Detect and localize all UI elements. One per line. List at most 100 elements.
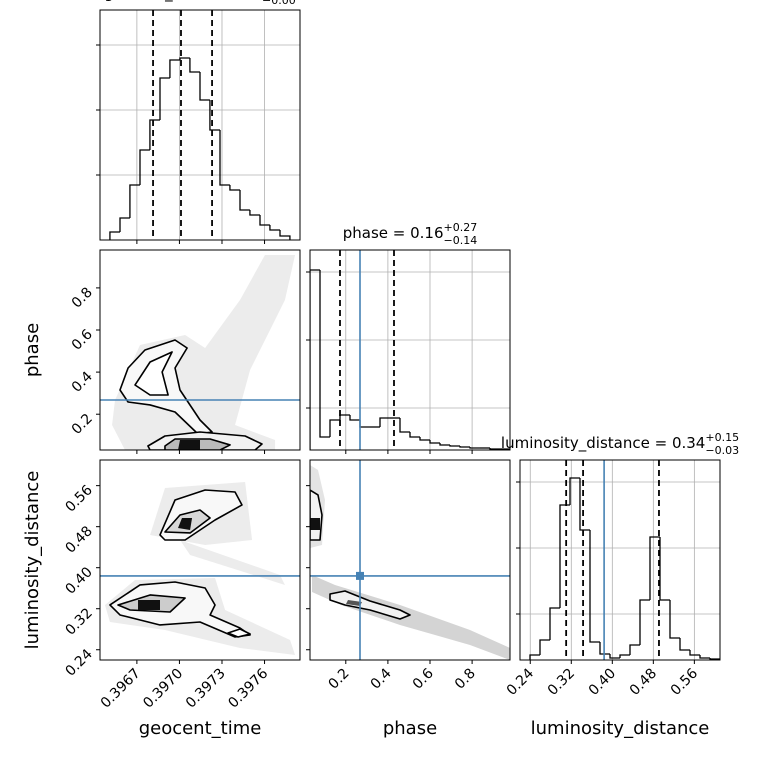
plot-area xyxy=(310,460,510,660)
title-main: luminosity_distance = 0.34 xyxy=(501,434,705,453)
panel: 0.24 0.32 0.40 0.48 0.56 luminosity_distance l… xyxy=(501,431,739,739)
y-tick-label: 0.4 xyxy=(69,369,96,396)
x-tick-label: 0.6 xyxy=(410,665,437,692)
x-axis-label: geocent_time xyxy=(139,718,262,739)
contour xyxy=(180,540,285,585)
contour xyxy=(346,600,362,606)
histogram-step xyxy=(199,72,210,101)
contour xyxy=(138,600,160,610)
panel-title: phase = 0.16+0.27 −0.14 xyxy=(343,221,478,247)
title-lower: −0.00 xyxy=(262,0,296,7)
x-tick-label: 0.48 xyxy=(627,666,660,699)
histogram-step xyxy=(189,58,200,73)
histogram-step xyxy=(500,448,510,450)
title-lower: −0.03 xyxy=(705,444,739,457)
histogram-step xyxy=(549,607,560,640)
histogram-step xyxy=(489,448,500,450)
plot-area xyxy=(100,482,300,655)
y-tick-label: 0.6 xyxy=(69,326,96,353)
histogram-step xyxy=(139,149,150,185)
panel-frame xyxy=(519,459,721,661)
x-tick-label: 0.3967 xyxy=(98,666,144,712)
histogram-step xyxy=(699,655,710,659)
histogram-step xyxy=(659,537,670,601)
title-main: geocent_time = 0.40 xyxy=(104,0,262,3)
contour xyxy=(310,518,320,530)
histogram-step xyxy=(219,130,230,186)
histogram-step xyxy=(209,100,220,131)
histogram-step xyxy=(349,415,360,421)
histogram-step xyxy=(409,432,420,438)
contour xyxy=(227,628,251,638)
histogram-step xyxy=(609,654,620,659)
truth-marker xyxy=(356,571,364,580)
contour xyxy=(178,518,193,530)
histogram-step xyxy=(669,600,680,639)
panel: geocent_time = 0.40+0.00−0.00 xyxy=(96,0,301,244)
panel-frame xyxy=(309,249,511,451)
x-axis-label: luminosity_distance xyxy=(531,718,710,739)
histogram-step xyxy=(599,642,610,655)
panel: phase = 0.16+0.27 −0.14 xyxy=(306,221,511,454)
x-axis-label: phase xyxy=(383,718,437,739)
histogram-step xyxy=(359,420,370,428)
histogram-step xyxy=(539,639,550,655)
histogram-step xyxy=(589,530,600,643)
title-upper: +0.27 xyxy=(444,221,478,234)
panel-frame xyxy=(99,459,301,661)
histogram-step xyxy=(310,269,320,450)
plot-area xyxy=(100,254,300,450)
title-lower: −0.14 xyxy=(444,234,478,247)
histogram-step xyxy=(259,215,270,226)
panel: 0.2 0.4 0.6 0.8 phase xyxy=(306,459,511,739)
histogram-step xyxy=(269,225,280,231)
contour xyxy=(312,574,510,660)
x-tick-label: 0.4 xyxy=(368,665,395,692)
histogram-step xyxy=(339,414,350,420)
x-tick-label: 0.32 xyxy=(545,666,578,699)
panel-title: luminosity_distance = 0.34+0.15 −0.03 xyxy=(501,431,739,457)
histogram-step xyxy=(569,477,580,505)
histogram-step xyxy=(649,536,660,600)
histogram-step xyxy=(319,270,330,438)
histogram-step xyxy=(459,446,470,448)
y-tick-label: 0.32 xyxy=(62,605,95,638)
histogram-step xyxy=(109,231,120,240)
contour xyxy=(112,254,296,450)
histogram-step xyxy=(399,418,410,433)
y-tick-label: 0.48 xyxy=(62,523,95,556)
panel-frame xyxy=(99,9,301,241)
histogram-step xyxy=(129,184,140,218)
histogram-step xyxy=(169,59,180,78)
y-axis-label: phase xyxy=(22,323,43,377)
y-tick-label: 0.40 xyxy=(62,564,95,597)
histogram-step xyxy=(679,638,690,651)
histogram-step xyxy=(579,478,590,531)
panel-frame xyxy=(309,459,511,661)
histogram-step xyxy=(689,650,700,656)
x-tick-label: 0.24 xyxy=(504,665,537,698)
x-tick-label: 0.3970 xyxy=(140,666,186,712)
x-tick-label: 0.8 xyxy=(452,666,479,693)
x-tick-label: 0.2 xyxy=(326,666,353,693)
histogram-step xyxy=(279,230,291,240)
plot-area xyxy=(100,10,300,240)
y-axis-label: luminosity_distance xyxy=(22,471,43,650)
histogram-step xyxy=(249,210,260,216)
x-tick-label: 0.3976 xyxy=(225,665,271,711)
plot-area xyxy=(310,250,510,450)
x-tick-label: 0.40 xyxy=(586,666,619,699)
histogram-step xyxy=(429,440,440,444)
histogram-step xyxy=(179,57,190,60)
histogram-step xyxy=(119,217,130,232)
histogram-step xyxy=(529,654,540,660)
histogram-step xyxy=(469,447,480,449)
histogram-step xyxy=(229,185,240,191)
histogram-step xyxy=(239,190,250,211)
contour xyxy=(134,351,173,396)
x-tick-label: 0.3973 xyxy=(183,666,229,712)
title-upper: +0.15 xyxy=(705,431,739,444)
histogram-step xyxy=(619,654,630,658)
